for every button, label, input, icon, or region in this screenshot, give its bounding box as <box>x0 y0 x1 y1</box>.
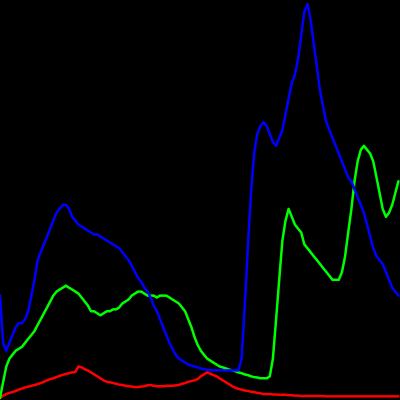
series-line-0 <box>0 365 400 400</box>
series-line-1 <box>0 144 400 400</box>
series-line-2 <box>0 2 400 372</box>
